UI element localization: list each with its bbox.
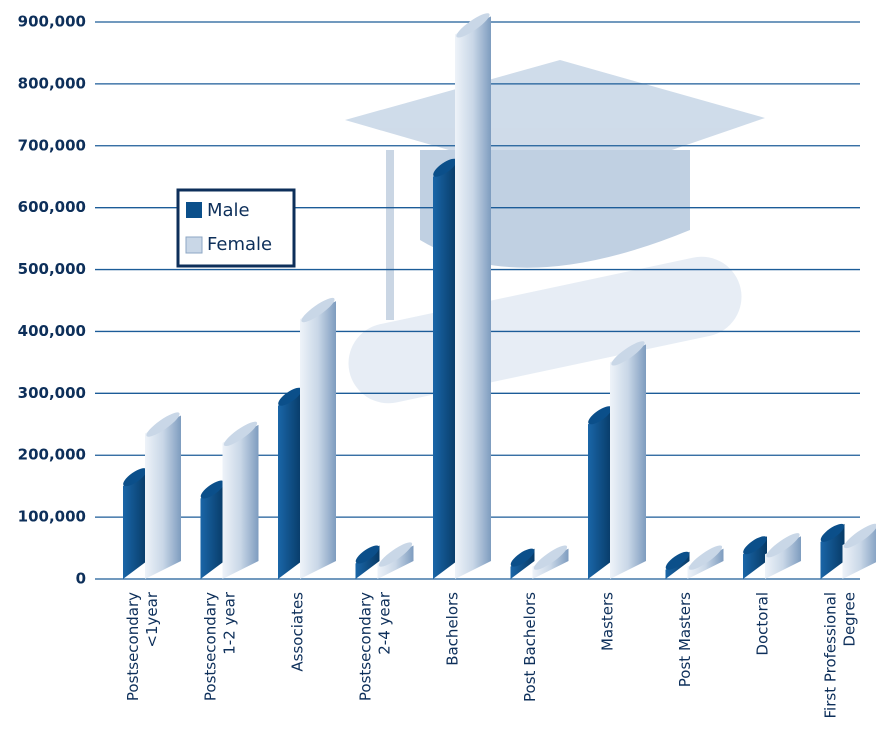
bar-body xyxy=(223,425,259,579)
legend-swatch xyxy=(186,237,202,253)
x-tick-label: Doctoral xyxy=(754,592,772,656)
bar xyxy=(454,10,492,579)
x-tick-label: 1-2 year xyxy=(221,591,239,655)
bar xyxy=(221,418,259,579)
legend: Male Female xyxy=(178,190,294,266)
y-tick-label: 900,000 xyxy=(18,13,86,31)
y-tick-label: 500,000 xyxy=(18,260,86,278)
y-tick-label: 700,000 xyxy=(18,136,86,154)
y-tick-label: 300,000 xyxy=(18,384,86,402)
y-tick-label: 400,000 xyxy=(18,322,86,340)
bar xyxy=(376,539,414,579)
x-tick-label: Postsecondary xyxy=(202,592,220,701)
x-tick-label: Postsecondary xyxy=(124,592,142,701)
x-tick-label: Bachelors xyxy=(444,592,462,666)
bar xyxy=(841,520,876,579)
bar xyxy=(144,409,182,579)
decoration xyxy=(341,60,765,411)
bar-body xyxy=(610,344,646,579)
bar-body xyxy=(300,301,336,579)
bar-body xyxy=(588,406,612,579)
bar-body xyxy=(455,16,491,579)
legend-label: Male xyxy=(207,200,250,221)
x-tick-label: Degree xyxy=(841,592,859,647)
x-tick-label: Masters xyxy=(599,592,617,651)
bar xyxy=(686,542,724,579)
x-tick-label: First Professional xyxy=(822,592,840,718)
x-tick-label: <1year xyxy=(143,591,161,647)
bar xyxy=(299,295,337,579)
y-tick-label: 100,000 xyxy=(18,508,86,526)
bar xyxy=(609,338,647,579)
x-tick-label: Associates xyxy=(289,592,307,672)
bar xyxy=(764,530,802,579)
bar-body xyxy=(433,159,457,579)
bar-body xyxy=(278,388,302,579)
x-tick-label: 2-4 year xyxy=(376,591,394,655)
x-tick-label: Post Bachelors xyxy=(521,592,539,702)
y-tick-label: 800,000 xyxy=(18,74,86,92)
legend-swatch xyxy=(186,202,202,218)
legend-label: Female xyxy=(207,234,272,255)
y-tick-label: 200,000 xyxy=(18,446,86,464)
bar xyxy=(531,542,569,579)
y-tick-label: 0 xyxy=(76,570,86,588)
bar-body xyxy=(145,416,181,579)
x-tick-label: Postsecondary xyxy=(357,592,375,701)
y-tick-label: 600,000 xyxy=(18,198,86,216)
x-tick-label: Post Masters xyxy=(676,592,694,687)
